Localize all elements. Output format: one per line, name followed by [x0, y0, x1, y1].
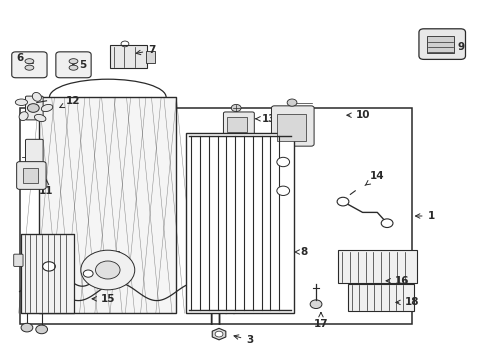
- Ellipse shape: [25, 59, 34, 64]
- Circle shape: [43, 262, 55, 271]
- Bar: [277, 114, 306, 141]
- Circle shape: [96, 261, 120, 279]
- Polygon shape: [212, 328, 226, 340]
- Text: 11: 11: [39, 180, 54, 196]
- Text: 17: 17: [314, 312, 328, 329]
- Ellipse shape: [34, 114, 46, 122]
- Bar: [39, 97, 176, 313]
- Text: 16: 16: [386, 276, 409, 286]
- Text: 3: 3: [234, 335, 253, 345]
- Text: 5: 5: [73, 60, 87, 70]
- FancyBboxPatch shape: [17, 162, 46, 189]
- FancyBboxPatch shape: [419, 29, 466, 59]
- FancyBboxPatch shape: [25, 139, 43, 163]
- Bar: [227, 117, 247, 132]
- Bar: [110, 45, 147, 68]
- Circle shape: [215, 331, 223, 337]
- Text: 7: 7: [136, 45, 156, 55]
- Circle shape: [36, 325, 48, 334]
- Text: 4: 4: [92, 251, 122, 261]
- Bar: [427, 36, 454, 53]
- FancyBboxPatch shape: [14, 254, 23, 266]
- Text: 15: 15: [92, 294, 115, 304]
- Circle shape: [287, 99, 297, 106]
- FancyBboxPatch shape: [25, 96, 43, 120]
- Ellipse shape: [69, 65, 78, 70]
- Text: 14: 14: [365, 171, 385, 185]
- Circle shape: [83, 270, 93, 277]
- FancyBboxPatch shape: [56, 52, 91, 78]
- Circle shape: [27, 104, 39, 112]
- FancyBboxPatch shape: [271, 106, 314, 146]
- Text: 8: 8: [294, 247, 307, 257]
- Circle shape: [381, 219, 393, 228]
- Ellipse shape: [41, 104, 53, 112]
- Circle shape: [21, 323, 33, 332]
- Text: 6: 6: [16, 53, 33, 64]
- Text: 2: 2: [234, 268, 258, 286]
- Circle shape: [277, 186, 290, 195]
- Ellipse shape: [15, 99, 27, 105]
- Bar: [21, 234, 74, 313]
- Bar: [348, 284, 414, 311]
- FancyBboxPatch shape: [223, 112, 254, 135]
- FancyBboxPatch shape: [12, 52, 47, 78]
- Circle shape: [81, 250, 135, 290]
- Bar: [20, 108, 412, 324]
- Circle shape: [337, 197, 349, 206]
- Bar: [146, 51, 155, 63]
- Circle shape: [231, 104, 241, 112]
- Text: 13: 13: [256, 114, 277, 124]
- Bar: [23, 168, 38, 183]
- Text: 10: 10: [347, 110, 370, 120]
- Ellipse shape: [69, 59, 78, 64]
- Text: 9: 9: [450, 42, 464, 52]
- Text: 1: 1: [416, 211, 435, 221]
- Ellipse shape: [25, 65, 34, 70]
- Text: 12: 12: [60, 96, 81, 108]
- Text: 18: 18: [396, 297, 419, 307]
- Circle shape: [277, 157, 290, 167]
- Ellipse shape: [32, 93, 42, 101]
- Bar: [186, 133, 294, 313]
- Bar: [338, 250, 416, 283]
- Circle shape: [310, 300, 322, 309]
- Ellipse shape: [19, 112, 28, 121]
